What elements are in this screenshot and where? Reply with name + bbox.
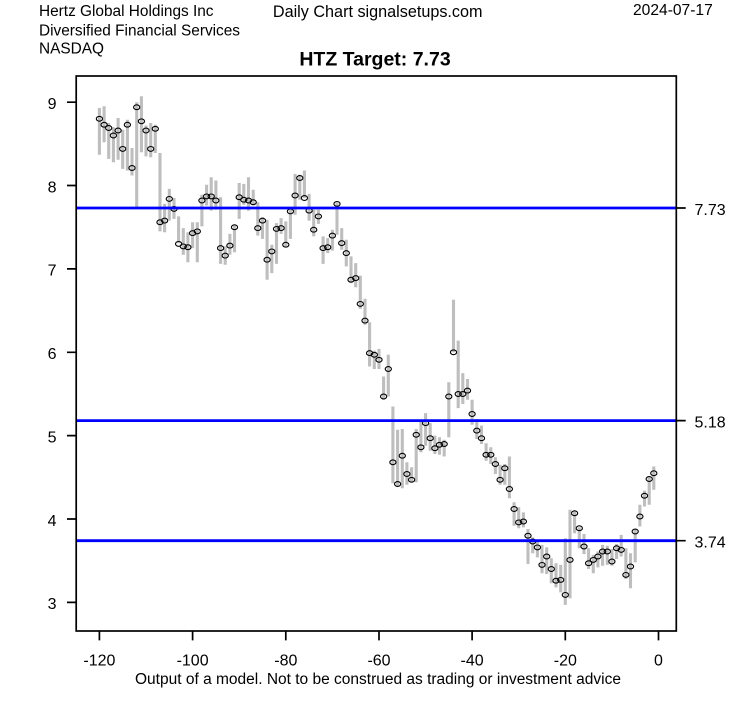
svg-text:Output of a model. Not to be c: Output of a model. Not to be construed a… (135, 671, 621, 688)
svg-text:5: 5 (48, 429, 57, 446)
svg-text:3.74: 3.74 (695, 535, 726, 552)
svg-text:Hertz Global Holdings Inc: Hertz Global Holdings Inc (39, 3, 214, 20)
svg-text:7: 7 (48, 263, 57, 280)
svg-text:2024-07-17: 2024-07-17 (633, 2, 713, 19)
svg-text:NASDAQ: NASDAQ (39, 41, 104, 58)
svg-text:-100: -100 (177, 653, 209, 670)
svg-text:9: 9 (48, 96, 57, 113)
svg-text:HTZ Target: 7.73: HTZ Target: 7.73 (299, 48, 450, 70)
svg-text:0: 0 (654, 653, 663, 670)
svg-text:8: 8 (48, 179, 57, 196)
svg-text:-80: -80 (274, 653, 297, 670)
svg-text:Daily Chart signalsetups.com: Daily Chart signalsetups.com (273, 3, 483, 21)
svg-text:-20: -20 (554, 653, 577, 670)
svg-text:3: 3 (48, 596, 57, 613)
svg-text:4: 4 (48, 513, 57, 530)
svg-text:-40: -40 (461, 653, 484, 670)
svg-text:6: 6 (48, 346, 57, 363)
svg-text:-120: -120 (83, 653, 115, 670)
svg-text:5.18: 5.18 (695, 415, 726, 432)
svg-text:7.73: 7.73 (695, 202, 726, 219)
svg-text:Diversified Financial Services: Diversified Financial Services (39, 23, 240, 40)
svg-text:-60: -60 (367, 653, 390, 670)
